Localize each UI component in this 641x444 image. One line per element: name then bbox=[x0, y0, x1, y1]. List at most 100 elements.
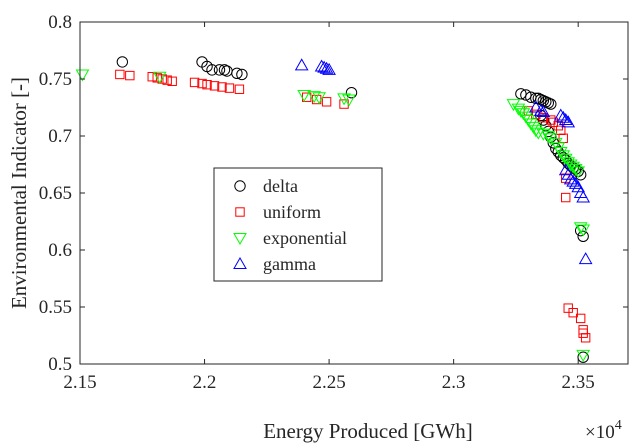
data-point-uniform bbox=[125, 70, 135, 81]
data-point-delta bbox=[577, 230, 589, 243]
legend-label-gamma: gamma bbox=[263, 254, 316, 274]
series-delta bbox=[116, 56, 589, 363]
data-point-delta bbox=[530, 92, 542, 105]
data-point-exponential bbox=[541, 131, 556, 144]
x-tick-label: 2.3 bbox=[442, 372, 466, 393]
data-point-gamma bbox=[556, 110, 571, 123]
data-point-uniform bbox=[167, 76, 177, 86]
legend-entries: delta uniform exponential gamma bbox=[233, 176, 347, 274]
data-point-gamma bbox=[576, 190, 591, 203]
axis-ticks: 2.15 2.2 2.25 2.3 2.35 0.5 0.55 0.6 0.65 0.7 0.75 0… bbox=[39, 12, 628, 393]
data-point-gamma bbox=[294, 58, 309, 71]
data-point-uniform bbox=[217, 82, 227, 92]
data-point-uniform bbox=[224, 83, 235, 93]
markers-layer bbox=[75, 56, 593, 363]
data-point-gamma bbox=[322, 62, 336, 75]
data-point-gamma bbox=[566, 174, 581, 187]
data-point-exponential bbox=[571, 166, 586, 179]
data-point-exponential bbox=[566, 161, 581, 174]
data-point-exponential bbox=[297, 89, 312, 102]
data-point-gamma bbox=[563, 172, 578, 185]
data-point-uniform bbox=[538, 113, 549, 123]
data-point-delta bbox=[577, 351, 589, 363]
data-point-exponential bbox=[568, 164, 583, 177]
legend-marker-delta bbox=[234, 180, 246, 192]
x-exponent-base: ×10 bbox=[585, 422, 615, 443]
data-point-exponential bbox=[342, 94, 356, 107]
y-tick-label: 0.8 bbox=[48, 12, 72, 33]
x-tick-label: 2.15 bbox=[63, 372, 96, 393]
data-point-delta bbox=[213, 64, 226, 76]
data-point-delta bbox=[206, 64, 218, 76]
y-tick-label: 0.55 bbox=[39, 297, 72, 318]
data-point-exponential bbox=[511, 103, 526, 116]
data-point-gamma bbox=[536, 105, 551, 118]
y-tick-label: 0.6 bbox=[48, 240, 72, 261]
data-point-delta bbox=[116, 56, 129, 68]
legend-label-delta: delta bbox=[263, 176, 298, 196]
x-exponent-label: ×104 bbox=[585, 418, 622, 443]
data-point-uniform bbox=[561, 192, 571, 203]
data-point-delta bbox=[515, 88, 527, 100]
data-point-gamma bbox=[561, 115, 576, 128]
legend-marker-exponential bbox=[233, 233, 247, 246]
data-point-uniform bbox=[189, 77, 200, 88]
data-point-gamma bbox=[319, 61, 334, 74]
legend-marker-uniform bbox=[235, 207, 245, 217]
legend: delta uniform exponential gamma bbox=[213, 167, 383, 282]
x-tick-label: 2.25 bbox=[312, 372, 345, 393]
data-point-exponential bbox=[307, 91, 322, 104]
data-point-exponential bbox=[563, 159, 578, 172]
data-point-exponential bbox=[531, 127, 546, 140]
data-point-uniform bbox=[209, 81, 220, 91]
data-point-exponential bbox=[573, 222, 588, 235]
y-tick-label: 0.5 bbox=[48, 354, 72, 375]
data-point-delta bbox=[231, 67, 243, 80]
legend-marker-gamma bbox=[233, 256, 247, 269]
series-gamma bbox=[294, 58, 593, 265]
data-point-uniform bbox=[202, 80, 212, 90]
data-point-gamma bbox=[558, 113, 573, 126]
data-point-exponential bbox=[506, 99, 521, 112]
data-point-exponential bbox=[561, 157, 576, 170]
x-tick-label: 2.35 bbox=[562, 372, 595, 393]
data-point-uniform bbox=[321, 97, 332, 107]
data-point-exponential bbox=[576, 224, 591, 237]
data-point-uniform bbox=[575, 313, 586, 324]
data-point-gamma bbox=[533, 103, 548, 116]
data-point-delta bbox=[345, 86, 358, 99]
y-tick-label: 0.75 bbox=[39, 69, 72, 90]
data-point-uniform bbox=[580, 333, 591, 343]
data-point-delta bbox=[520, 89, 532, 101]
y-tick-label: 0.7 bbox=[48, 126, 72, 147]
data-point-exponential bbox=[75, 69, 90, 82]
data-point-uniform bbox=[568, 308, 578, 318]
y-tick-label: 0.65 bbox=[39, 183, 72, 204]
data-point-uniform bbox=[152, 73, 162, 83]
data-point-exponential bbox=[312, 92, 326, 105]
data-point-delta bbox=[537, 114, 550, 126]
data-point-gamma bbox=[528, 100, 543, 113]
legend-label-uniform: uniform bbox=[263, 202, 321, 222]
x-axis-label: Energy Produced [GWh] bbox=[263, 419, 473, 443]
data-point-uniform bbox=[162, 75, 172, 85]
data-point-exponential bbox=[576, 349, 591, 362]
series-uniform bbox=[115, 69, 591, 343]
data-point-uniform bbox=[234, 84, 245, 94]
data-point-uniform bbox=[578, 325, 588, 335]
data-point-uniform bbox=[115, 69, 125, 80]
data-point-uniform bbox=[197, 78, 207, 89]
x-tick-label: 2.2 bbox=[193, 372, 217, 393]
legend-label-exponential: exponential bbox=[263, 228, 347, 248]
data-point-exponential bbox=[536, 128, 551, 141]
data-point-gamma bbox=[553, 108, 568, 121]
x-exponent-power: 4 bbox=[615, 418, 622, 433]
y-axis-label: Environmental Indicator [-] bbox=[7, 77, 31, 309]
data-point-delta bbox=[545, 98, 557, 110]
series-exponential bbox=[75, 69, 591, 362]
data-point-delta bbox=[236, 68, 248, 81]
data-point-exponential bbox=[152, 71, 167, 84]
data-point-exponential bbox=[543, 133, 558, 146]
data-point-gamma bbox=[578, 252, 593, 265]
